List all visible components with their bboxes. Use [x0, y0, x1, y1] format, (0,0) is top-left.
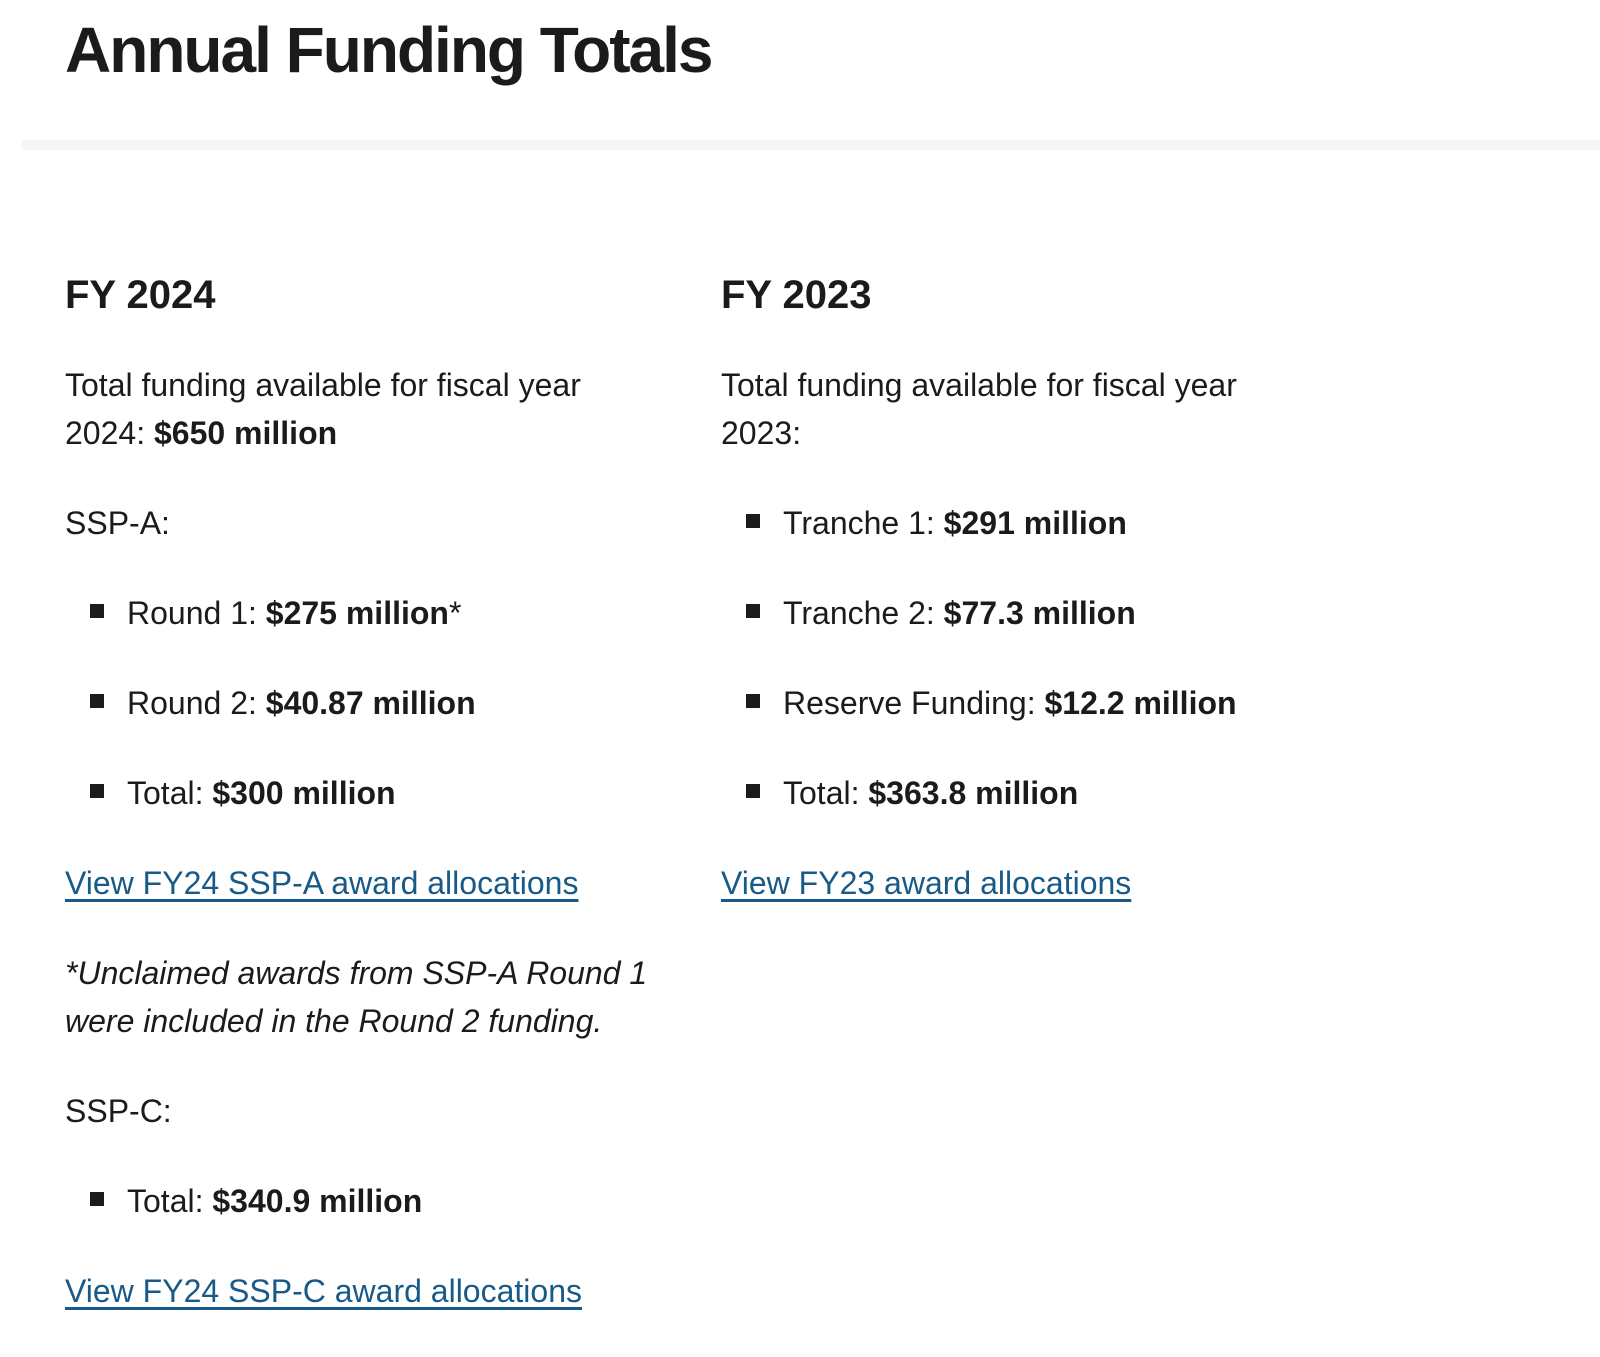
list-item-ssp-c-total: Total: $340.9 million: [65, 1177, 610, 1225]
item-label: Total:: [127, 1183, 213, 1219]
item-value: $363.8 million: [868, 775, 1079, 811]
item-value: $275 million: [265, 595, 449, 631]
list-item-tranche-2: Tranche 2: $77.3 million: [721, 589, 1266, 637]
round-1-footnote: *Unclaimed awards from SSP-A Round 1 wer…: [65, 949, 665, 1045]
ssp-a-label: SSP-A:: [65, 505, 170, 541]
fy2024-intro-value: $650 million: [153, 415, 338, 451]
item-value: $291 million: [943, 505, 1127, 541]
square-bullet-icon: [746, 784, 760, 798]
square-bullet-icon: [746, 694, 760, 708]
item-value: $40.87 million: [265, 685, 476, 721]
item-label: Tranche 2:: [783, 595, 944, 631]
fy2024-intro: Total funding available for fiscal year …: [65, 361, 610, 457]
item-value: $300 million: [212, 775, 396, 811]
funding-columns: FY 2024 Total funding available for fisc…: [65, 271, 1600, 1357]
item-label: Round 2:: [127, 685, 266, 721]
fy2023-intro-label: Total funding available for fiscal year …: [721, 367, 1237, 451]
fy23-link-row: View FY23 award allocations: [721, 859, 1266, 907]
square-bullet-icon: [90, 1192, 104, 1206]
ssp-c-link-row: View FY24 SSP-C award allocations: [65, 1267, 610, 1315]
square-bullet-icon: [746, 514, 760, 528]
page-title: Annual Funding Totals: [65, 14, 714, 86]
fy2023-heading: FY 2023: [721, 273, 872, 317]
item-value: $12.2 million: [1044, 685, 1237, 721]
ssp-a-list: Round 1: $275 million* Round 2: $40.87 m…: [65, 589, 610, 817]
fy2024-heading: FY 2024: [65, 273, 216, 317]
item-label: Total:: [783, 775, 869, 811]
fy2023-intro: Total funding available for fiscal year …: [721, 361, 1266, 457]
list-item-ssp-a-total: Total: $300 million: [65, 769, 610, 817]
footnote-text: *Unclaimed awards from SSP-A Round 1 wer…: [65, 955, 648, 1039]
item-value: $77.3 million: [943, 595, 1136, 631]
fy2023-column: FY 2023 Total funding available for fisc…: [721, 271, 1266, 1357]
square-bullet-icon: [90, 784, 104, 798]
list-item-round-2: Round 2: $40.87 million: [65, 679, 610, 727]
fy2024-intro-label: Total funding available for fiscal year …: [65, 367, 581, 451]
ssp-a-link-row: View FY24 SSP-A award allocations: [65, 859, 610, 907]
list-item-round-1: Round 1: $275 million*: [65, 589, 610, 637]
section-divider: [22, 140, 1600, 150]
ssp-c-list: Total: $340.9 million: [65, 1177, 610, 1225]
fy23-allocations-link[interactable]: View FY23 award allocations: [721, 865, 1132, 901]
square-bullet-icon: [90, 694, 104, 708]
fy24-ssp-a-allocations-link[interactable]: View FY24 SSP-A award allocations: [65, 865, 579, 901]
list-item-fy23-total: Total: $363.8 million: [721, 769, 1266, 817]
list-item-reserve-funding: Reserve Funding: $12.2 million: [721, 679, 1266, 727]
fy24-ssp-c-allocations-link[interactable]: View FY24 SSP-C award allocations: [65, 1273, 582, 1309]
fy2023-list: Tranche 1: $291 million Tranche 2: $77.3…: [721, 499, 1266, 817]
square-bullet-icon: [746, 604, 760, 618]
list-item-tranche-1: Tranche 1: $291 million: [721, 499, 1266, 547]
fy2024-column: FY 2024 Total funding available for fisc…: [65, 271, 647, 1357]
ssp-c-label: SSP-C:: [65, 1093, 172, 1129]
item-value: $340.9 million: [212, 1183, 423, 1219]
item-label: Tranche 1:: [783, 505, 944, 541]
square-bullet-icon: [90, 604, 104, 618]
item-label: Round 1:: [127, 595, 266, 631]
item-label: Reserve Funding:: [783, 685, 1045, 721]
item-label: Total:: [127, 775, 213, 811]
item-suffix: *: [448, 595, 462, 631]
